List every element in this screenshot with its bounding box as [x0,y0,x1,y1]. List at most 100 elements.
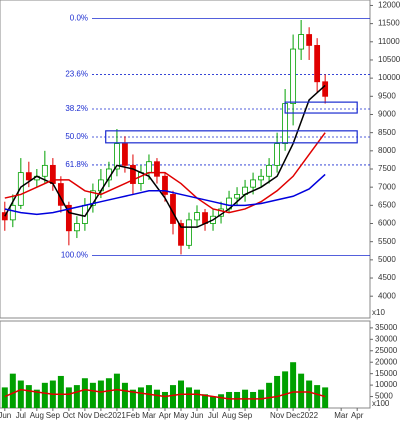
volume-bar [153,389,160,408]
volume-bar [65,387,72,408]
y-tick-label: 8000 [378,146,396,155]
y-tick-label: 8500 [378,128,396,137]
x-tick-label: Aug [222,411,236,420]
volume-bar [314,385,321,408]
volume-bar [145,385,152,408]
y-tick-label: 12000 [378,1,400,10]
volume-bar [290,362,297,408]
candle-body [138,172,144,184]
volume-bar [33,389,40,408]
candle-body [73,223,80,232]
price-unit: x10 [372,308,385,317]
volume-bar [226,391,233,408]
volume-bar [9,373,16,408]
candle-body [65,204,72,232]
ma-line [4,173,326,216]
x-tick-label: Mar [142,411,156,420]
volume-bar [194,389,201,408]
fib-label: 100.0% [61,250,88,259]
volume-bar [322,387,329,408]
fib-label: 23.6% [65,70,88,79]
volume-unit: x100 [372,399,390,408]
fib-label: 38.2% [65,104,88,113]
candle-body [130,164,136,184]
fib-label: 0.0% [70,14,88,23]
y-tick-label: 11000 [378,37,400,46]
candle-body [122,143,128,166]
volume-bar [298,373,305,408]
candle-body [274,143,280,166]
candle-body [202,212,208,224]
volume-bar [202,394,209,408]
candle-body [41,164,48,177]
x-tick-label: Feb [126,411,140,420]
volume-bar [97,380,104,408]
candle-body [90,190,96,206]
fib-label: 61.8% [65,160,88,169]
candle-body [266,164,272,177]
candle-body [114,143,120,170]
y-tick-label: 7000 [378,182,396,191]
candle-body [162,175,168,195]
x-tick-label: Mar [334,411,348,420]
volume-bar [121,382,128,408]
x-tick-label: Oct [63,411,76,420]
x-tick-label: Apr [159,411,172,420]
volume-bar [129,389,136,408]
candle-body [186,219,192,246]
volume-bar [169,385,176,408]
y-tick-label: 6000 [378,219,396,228]
y-tick-label: 6500 [378,200,396,209]
candle-body [9,204,16,221]
zone-box [284,101,358,114]
volume-bar [161,391,168,408]
v-tick-label: 5000 [375,392,393,401]
volume-bar [1,387,8,408]
candle-body [234,194,240,199]
volume-panel [0,320,371,409]
candle-body [306,34,313,46]
volume-bar [41,382,48,408]
candle-body [154,161,160,177]
y-tick-label: 9500 [378,91,396,100]
fib-label: 50.0% [65,132,88,141]
candle-body [17,172,24,206]
x-tick-label: Sep [46,411,61,420]
y-tick-label: 7500 [378,164,396,173]
ma-line [4,84,326,228]
x-tick-label: Dec [286,411,300,420]
y-tick-label: 11500 [378,19,400,28]
volume-bar [186,387,193,408]
volume-bar [113,373,120,408]
v-tick-label: 25000 [375,346,398,355]
x-tick-label: 2022 [300,411,318,420]
volume-bar [274,375,281,408]
zone-box [105,130,358,144]
ma-line [4,388,326,400]
v-tick-label: 35000 [375,323,398,332]
volume-bar [210,396,217,408]
x-tick-label: Aug [30,411,44,420]
candle-body [146,161,152,174]
y-tick-label: 5500 [378,237,396,246]
y-tick-label: 5000 [378,255,396,264]
x-tick-label: Nov [78,411,92,420]
x-tick-label: Jun [0,411,11,420]
v-tick-label: 20000 [375,357,398,366]
y-tick-label: 4500 [378,273,396,282]
v-tick-label: 10000 [375,380,398,389]
volume-bar [266,382,273,408]
x-tick-label: Jul [16,411,26,420]
candle-body [258,175,264,181]
x-tick-label: 2021 [108,411,126,420]
candle-body [322,81,329,97]
v-tick-label: 15000 [375,369,398,378]
y-tick-label: 10000 [378,73,400,82]
volume-bar [282,371,289,408]
volume-bar [250,391,257,408]
candle-body [290,48,297,104]
volume-bar [73,385,80,408]
x-tick-label: Apr [351,411,364,420]
volume-bar [234,391,241,408]
